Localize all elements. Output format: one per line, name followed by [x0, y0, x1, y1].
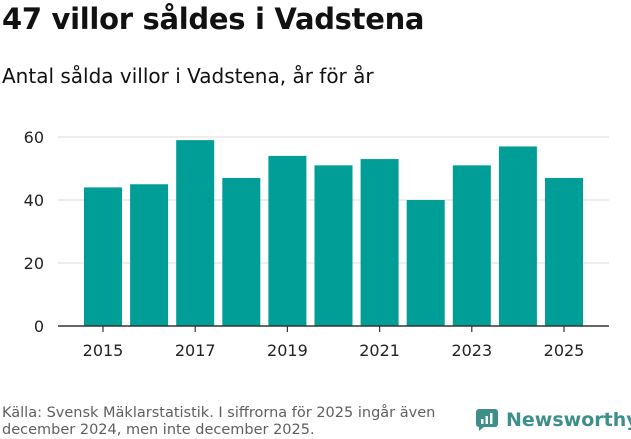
- bar-2022: [406, 200, 445, 326]
- x-axis-ticks: 2015 2017 2019 2021 2023 2025: [83, 326, 585, 360]
- bar-chart: 0 20 40 60 2015 2017 2019 2021 2023 2025: [24, 128, 609, 360]
- chart-subtitle: Antal sålda villor i Vadstena, år för år: [2, 64, 374, 88]
- x-tick-label-2015: 2015: [83, 341, 124, 360]
- x-tick-label-2023: 2023: [451, 341, 492, 360]
- y-axis-ticks: 0 20 40 60: [24, 128, 44, 336]
- brand-logo: Newsworthy: [476, 409, 631, 431]
- bar-2017: [176, 140, 215, 326]
- y-tick-label-60: 60: [24, 128, 44, 147]
- y-tick-label-0: 0: [34, 317, 44, 336]
- brand-name: Newsworthy: [506, 409, 631, 431]
- bar-2025: [545, 177, 583, 326]
- y-tick-label-40: 40: [24, 191, 44, 210]
- x-tick-label-2017: 2017: [175, 341, 216, 360]
- bar-2019: [268, 155, 307, 326]
- bar-2021: [360, 159, 399, 326]
- bar-2024: [498, 146, 537, 326]
- bar-2015: [84, 187, 122, 326]
- x-tick-label-2021: 2021: [359, 341, 400, 360]
- bar-2020: [314, 165, 353, 326]
- bar-2023: [452, 165, 491, 326]
- y-tick-label-20: 20: [24, 254, 44, 273]
- bars: [84, 140, 583, 326]
- x-tick-label-2025: 2025: [544, 341, 585, 360]
- page-title: 47 villor såldes i Vadstena: [2, 2, 425, 36]
- source-note: Källa: Svensk Mäklarstatistik. I siffror…: [2, 405, 436, 438]
- bar-2016: [130, 184, 169, 326]
- newsworthy-logo-icon: [476, 409, 498, 431]
- x-tick-label-2019: 2019: [267, 341, 308, 360]
- bar-2018: [222, 177, 261, 326]
